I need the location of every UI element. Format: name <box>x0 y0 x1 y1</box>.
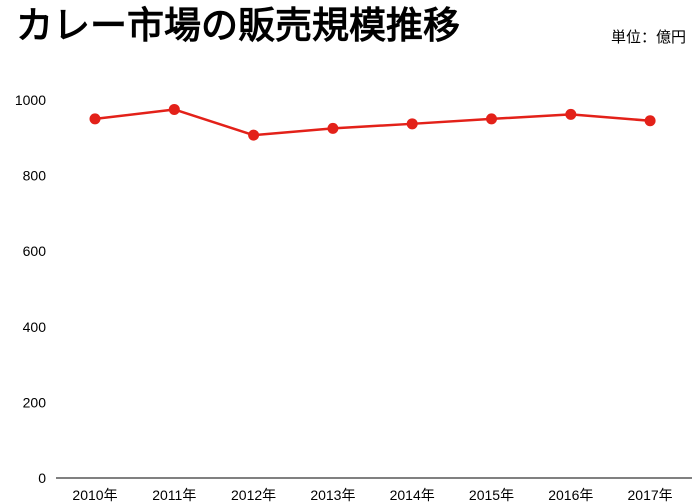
unit-label: 単位：億円 <box>610 29 686 46</box>
data-point <box>644 115 656 127</box>
data-point <box>406 118 418 130</box>
x-tick-label: 2012年 <box>231 487 276 502</box>
y-tick-label: 600 <box>23 243 47 259</box>
x-tick-label: 2017年 <box>628 487 673 502</box>
x-tick-label: 2015年 <box>469 487 514 502</box>
y-tick-label: 1000 <box>15 92 46 108</box>
x-tick-label: 2016年 <box>548 487 593 502</box>
x-tick-label: 2011年 <box>152 487 196 502</box>
data-point <box>248 129 260 141</box>
x-tick-label: 2014年 <box>390 487 435 502</box>
data-point <box>486 113 497 125</box>
data-point <box>168 103 180 115</box>
data-point <box>327 122 339 134</box>
y-tick-label: 0 <box>38 470 46 486</box>
chart-title: カレー市場の販売規模推移 <box>16 5 460 46</box>
y-tick-label: 200 <box>23 394 47 410</box>
x-tick-label: 2010年 <box>72 487 117 502</box>
chart-header: カレー市場の販売規模推移 単位：億円 <box>0 0 700 58</box>
y-tick-label: 800 <box>23 168 47 184</box>
data-point <box>89 113 101 125</box>
data-point <box>565 108 577 120</box>
line-chart-canvas: 0 200 400 600 800 1000 2010年 2011年 2012年 2013年 201… <box>15 92 692 502</box>
y-tick-label: 400 <box>23 319 47 335</box>
line-series <box>93 108 652 137</box>
x-tick-label: 2013年 <box>310 487 355 502</box>
